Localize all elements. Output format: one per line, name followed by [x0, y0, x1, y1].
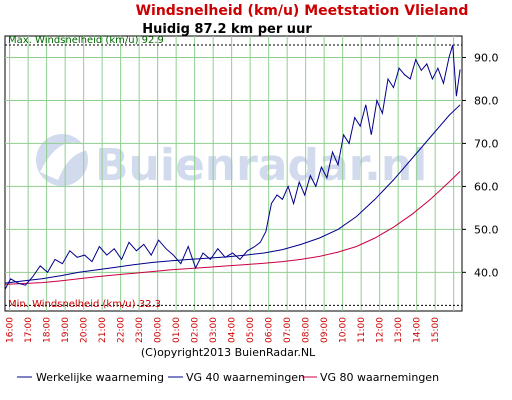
series-line-vg80 — [4, 171, 461, 285]
x-tick-label: 16:00 — [6, 317, 16, 343]
x-axis: 16:00 17:00 18:00 19:00 20:00 21:00 22:00 23:00… — [6, 317, 442, 343]
x-tick-label: 23:00 — [135, 317, 145, 343]
x-tick-label: 10:00 — [339, 317, 349, 343]
watermark: Buienradar.nl — [36, 134, 427, 191]
x-tick-label: 22:00 — [117, 317, 127, 343]
reference-lines — [5, 44, 462, 306]
chart-title: Windsnelheid (km/u) Meetstation Vlieland — [136, 3, 469, 19]
x-tick-label: 01:00 — [172, 317, 182, 343]
y-axis: 40.0 50.0 60.0 70.0 80.0 90.0 — [462, 51, 499, 279]
legend-label-vg80: VG 80 waarnemingen — [320, 371, 439, 384]
watermark-text: Buienradar.nl — [95, 140, 427, 191]
x-tick-label: 13:00 — [394, 317, 404, 343]
x-tick-label: 05:00 — [246, 317, 256, 343]
x-tick-label: 12:00 — [376, 317, 386, 343]
x-tick-label: 15:00 — [431, 317, 441, 343]
min-label: Min. Windsnelheid (km/u) 32.3 — [8, 299, 161, 310]
series-lines — [4, 44, 461, 290]
legend-label-vg40: VG 40 waarnemingen — [186, 371, 305, 384]
x-tick-label: 17:00 — [24, 317, 34, 343]
x-tick-label: 08:00 — [302, 317, 312, 343]
x-tick-label: 09:00 — [320, 317, 330, 343]
y-tick-label: 40.0 — [474, 266, 499, 279]
series-line-actual — [4, 44, 461, 290]
copyright: (C)opyright2013 BuienRadar.NL — [141, 346, 316, 359]
y-tick-label: 60.0 — [474, 180, 499, 193]
x-tick-label: 03:00 — [209, 317, 219, 343]
watermark-logo-swoosh — [40, 142, 92, 180]
x-tick-label: 06:00 — [265, 317, 275, 343]
x-tick-label: 11:00 — [357, 317, 367, 343]
x-tick-label: 07:00 — [283, 317, 293, 343]
x-tick-label: 21:00 — [98, 317, 108, 343]
y-tick-label: 80.0 — [474, 94, 499, 107]
y-tick-label: 70.0 — [474, 137, 499, 150]
legend: Werkelijke waarneming VG 40 waarnemingen… — [17, 371, 439, 384]
y-tick-label: 90.0 — [474, 51, 499, 64]
x-tick-label: 14:00 — [413, 317, 423, 343]
x-tick-label: 02:00 — [191, 317, 201, 343]
x-tick-label: 04:00 — [228, 317, 238, 343]
x-tick-label: 20:00 — [80, 317, 90, 343]
legend-label-actual: Werkelijke waarneming — [36, 371, 164, 384]
watermark-logo-icon — [36, 134, 88, 186]
x-tick-label: 18:00 — [43, 317, 53, 343]
y-tick-label: 50.0 — [474, 223, 499, 236]
x-tick-label: 00:00 — [154, 317, 164, 343]
chart-subtitle: Huidig 87.2 km per uur — [142, 22, 312, 37]
max-label: Max. Windsnelheid (km/u) 92.9 — [8, 35, 164, 46]
x-tick-label: 19:00 — [61, 317, 71, 343]
